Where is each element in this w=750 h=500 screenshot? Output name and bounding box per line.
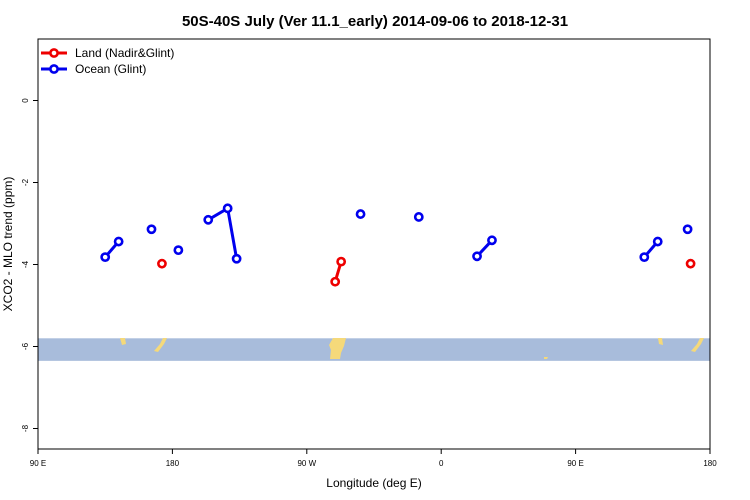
data-point <box>231 253 242 264</box>
land-blob <box>658 338 663 345</box>
data-point <box>330 276 341 287</box>
legend-label: Ocean (Glint) <box>75 62 146 76</box>
plot-frame <box>37 38 711 450</box>
data-point <box>355 209 366 219</box>
series-line <box>207 205 239 260</box>
y-tick-label: -8 <box>21 424 30 432</box>
x-axis-label: Longitude (deg E) <box>326 476 421 490</box>
y-axis: 0 -2 -4 -6 -8 <box>21 98 38 432</box>
data-point <box>639 252 650 263</box>
data-point <box>173 245 184 256</box>
land-blob <box>329 338 346 359</box>
legend-marker <box>49 48 59 58</box>
data-point <box>157 258 167 269</box>
land-blobs <box>120 338 704 359</box>
land-blob <box>544 357 548 359</box>
x-tick-label: 90 E <box>567 459 583 468</box>
map-band <box>38 338 710 361</box>
legend-label: Land (Nadir&Glint) <box>75 46 174 60</box>
data-point <box>336 256 347 267</box>
x-tick-label: 180 <box>166 459 180 468</box>
legend-marker <box>49 64 59 74</box>
data-point <box>413 212 424 222</box>
series <box>157 256 696 287</box>
y-tick-label: -4 <box>21 260 30 268</box>
y-tick-label: -2 <box>21 178 30 186</box>
data-point <box>685 258 696 269</box>
data-point <box>203 214 214 225</box>
x-tick-label: 90 E <box>30 459 46 468</box>
data-point <box>146 224 157 235</box>
y-tick-label: -6 <box>21 342 30 350</box>
data-point <box>652 236 663 247</box>
data-point <box>100 252 111 263</box>
y-axis-label: XCO2 - MLO trend (ppm) <box>1 177 15 312</box>
land-blob <box>154 338 167 352</box>
data-point <box>113 236 124 247</box>
series <box>100 203 693 264</box>
x-axis: 90 E 180 90 W 0 90 E 180 <box>30 449 717 468</box>
legend: Land (Nadir&Glint) Ocean (Glint) <box>41 46 174 76</box>
x-tick-label: 90 W <box>297 459 316 468</box>
data-point <box>682 224 693 235</box>
land-blob <box>691 338 704 352</box>
y-tick-label: 0 <box>21 98 30 103</box>
x-tick-label: 180 <box>703 459 717 468</box>
ocean-band <box>38 338 710 361</box>
data-point <box>222 203 233 214</box>
land-blob <box>120 338 126 345</box>
x-tick-label: 0 <box>439 459 444 468</box>
data-point <box>487 235 497 246</box>
series-layer <box>100 203 696 287</box>
data-point <box>472 251 482 262</box>
chart-title: 50S-40S July (Ver 11.1_early) 2014-09-06… <box>182 13 568 30</box>
